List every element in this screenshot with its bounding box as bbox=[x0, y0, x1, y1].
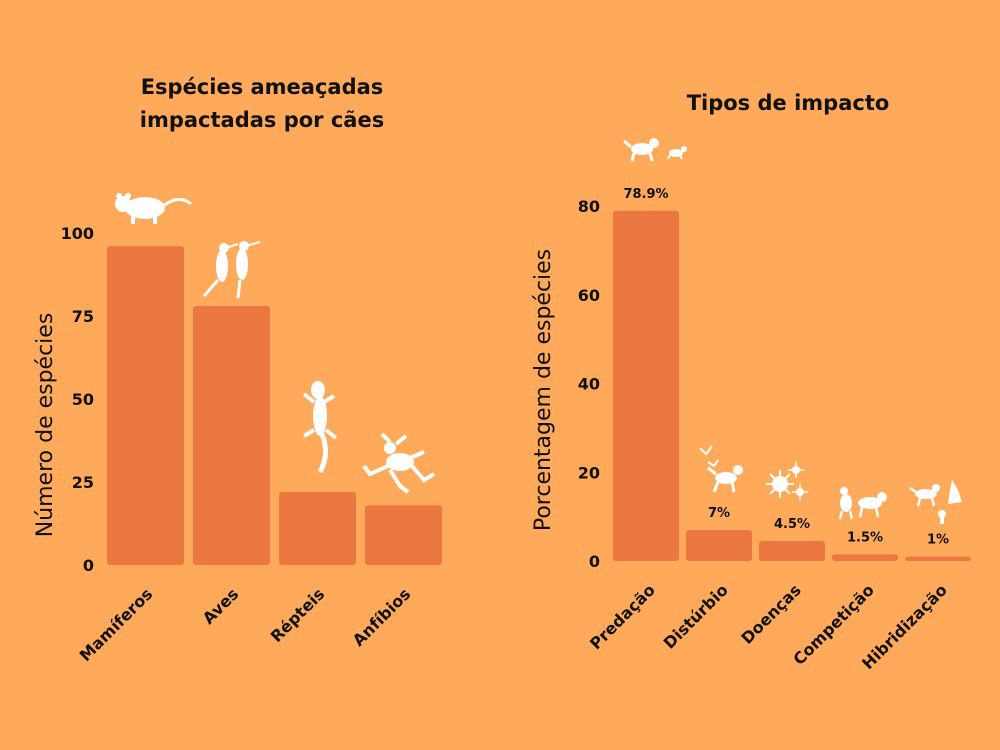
data-label: 78.9% bbox=[623, 187, 668, 202]
y-tick-label: 40 bbox=[578, 375, 600, 394]
data-label: 1% bbox=[927, 533, 949, 548]
y-tick-label: 80 bbox=[578, 197, 600, 216]
bar bbox=[365, 505, 442, 565]
y-tick-label: 50 bbox=[72, 390, 94, 409]
data-label: 4.5% bbox=[774, 517, 810, 532]
bars bbox=[107, 246, 442, 565]
dog-birds-icon bbox=[699, 445, 743, 493]
data-label: 1.5% bbox=[847, 530, 883, 545]
hummingbirds-icon bbox=[202, 241, 261, 299]
y-tick-label: 75 bbox=[72, 307, 94, 326]
category-labels: Mamíferos Aves Répteis Anfíbios bbox=[76, 584, 415, 665]
bar bbox=[832, 554, 898, 561]
category-label: Predação bbox=[586, 580, 659, 653]
y-tick-label: 100 bbox=[61, 224, 94, 243]
data-labels: 78.9% 7% 4.5% 1.5% 1% bbox=[623, 187, 949, 548]
frog-icon bbox=[362, 432, 436, 494]
bar bbox=[905, 556, 971, 561]
bar bbox=[759, 541, 825, 561]
y-axis-label: Número de espécies bbox=[33, 313, 58, 538]
y-tick-label: 20 bbox=[578, 463, 600, 482]
germs-icon bbox=[766, 462, 808, 500]
bar bbox=[193, 306, 270, 565]
dog-chasing-icon bbox=[623, 138, 687, 162]
chart-title-line1: Espécies ameaçadas bbox=[141, 75, 384, 99]
y-ticks: 0 25 50 75 100 bbox=[61, 224, 94, 575]
y-tick-label: 25 bbox=[72, 473, 94, 492]
bar bbox=[107, 246, 184, 565]
chart-title: Tipos de impacto bbox=[687, 91, 890, 115]
bar bbox=[686, 529, 752, 561]
y-axis-label: Porcentagem de espécies bbox=[531, 249, 556, 531]
data-label: 7% bbox=[708, 506, 730, 521]
chart-species: Espécies ameaçadas impactadas por cães N… bbox=[33, 75, 442, 665]
y-tick-label: 60 bbox=[578, 286, 600, 305]
category-label: Doenças bbox=[737, 580, 804, 647]
category-label: Distúrbio bbox=[660, 580, 732, 652]
dog-wolf-icon bbox=[909, 480, 962, 524]
y-tick-label: 0 bbox=[589, 552, 600, 571]
y-tick-label: 0 bbox=[83, 556, 94, 575]
category-label: Répteis bbox=[267, 584, 329, 646]
dogs-competing-icon bbox=[838, 487, 887, 520]
category-label: Aves bbox=[199, 584, 243, 628]
possum-icon bbox=[115, 193, 192, 224]
lizard-icon bbox=[302, 381, 338, 474]
bars bbox=[613, 210, 971, 561]
category-label: Anfíbios bbox=[349, 584, 415, 650]
bar bbox=[613, 210, 679, 561]
chart-title-line2: impactadas por cães bbox=[140, 108, 384, 132]
bar bbox=[279, 491, 356, 565]
chart-impact: Tipos de impacto Porcentagem de espécies… bbox=[531, 91, 971, 673]
category-label: Mamíferos bbox=[76, 584, 157, 665]
category-labels: Predação Distúrbio DoençasCompetiçãoHibrid… bbox=[586, 580, 951, 673]
y-ticks: 0 20 40 60 80 bbox=[578, 197, 600, 571]
